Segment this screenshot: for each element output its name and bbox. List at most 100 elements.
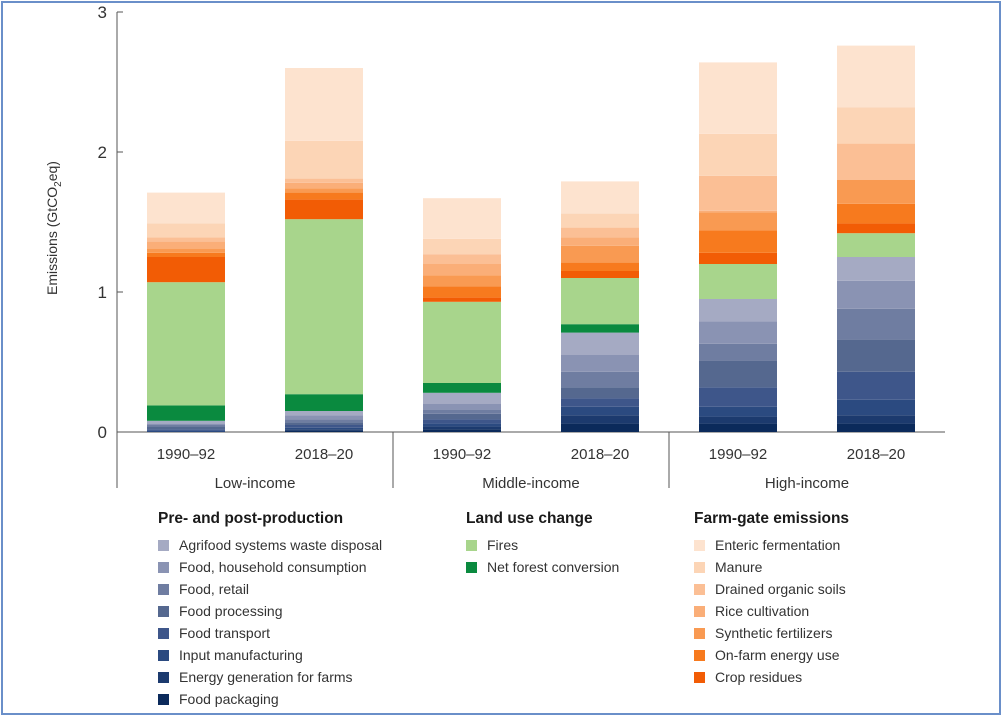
bar-segment bbox=[699, 321, 777, 344]
category-label: 1990–92 bbox=[709, 446, 767, 463]
bar-segment bbox=[147, 237, 225, 242]
bar-segment bbox=[285, 425, 363, 428]
legend-swatch bbox=[694, 605, 705, 617]
legend-title-farm-gate: Farm-gate emissions bbox=[694, 510, 850, 527]
legend-label: Food, household consumption bbox=[179, 559, 367, 575]
legend-title-pre-post: Pre- and post-production bbox=[158, 510, 344, 527]
legend-swatch bbox=[694, 583, 705, 595]
legend-swatch bbox=[158, 583, 169, 595]
bar-segment bbox=[699, 387, 777, 407]
bar-segment bbox=[423, 419, 501, 424]
bar-segment bbox=[423, 286, 501, 298]
legend-label: Drained organic soils bbox=[715, 581, 846, 597]
legend-label: Net forest conversion bbox=[487, 559, 620, 575]
legend-swatch bbox=[694, 561, 705, 573]
bar-segment bbox=[285, 415, 363, 420]
bar-segment bbox=[423, 297, 501, 302]
bar-segment bbox=[147, 252, 225, 257]
category-label: 2018–20 bbox=[571, 446, 629, 463]
bar-segment bbox=[561, 227, 639, 238]
bar-segment bbox=[285, 219, 363, 395]
bar-segment bbox=[147, 426, 225, 430]
bar-segment bbox=[285, 178, 363, 183]
bar-segment bbox=[423, 409, 501, 414]
bar-segment bbox=[285, 429, 363, 431]
bar-segment bbox=[147, 423, 225, 425]
legend-item: Crop residues bbox=[694, 666, 849, 688]
legend-label: Energy generation for farms bbox=[179, 669, 353, 685]
bar-segment bbox=[423, 413, 501, 420]
legend-swatch bbox=[694, 539, 705, 551]
legend-item: Energy generation for farms bbox=[158, 666, 382, 688]
bar-segment bbox=[561, 278, 639, 325]
bar-segment bbox=[423, 264, 501, 276]
bar-segment bbox=[147, 282, 225, 406]
legend-item: Enteric fermentation bbox=[694, 534, 849, 556]
bar-segment bbox=[561, 324, 639, 333]
legend-item: Net forest conversion bbox=[466, 556, 619, 578]
bar-segment bbox=[285, 188, 363, 193]
y-tick-label: 1 bbox=[98, 283, 107, 302]
legend-item: Manure bbox=[694, 556, 849, 578]
bar-segment bbox=[561, 371, 639, 388]
legend-item: Food processing bbox=[158, 600, 382, 622]
bar-segment bbox=[147, 223, 225, 238]
legend-swatch bbox=[158, 627, 169, 639]
legend-label: Food, retail bbox=[179, 581, 250, 597]
bar-segment bbox=[837, 415, 915, 424]
bar-segment bbox=[699, 133, 777, 176]
legend-swatch bbox=[158, 671, 169, 683]
group-label: High-income bbox=[765, 475, 849, 492]
bar-segment bbox=[699, 212, 777, 231]
legend-swatch bbox=[466, 539, 477, 551]
bar-segment bbox=[285, 422, 363, 425]
bar-segment bbox=[147, 420, 225, 424]
bar-segment bbox=[423, 301, 501, 383]
bar-segment bbox=[699, 423, 777, 432]
bar-segment bbox=[561, 181, 639, 214]
bar-segment bbox=[837, 399, 915, 416]
category-label: 1990–92 bbox=[433, 446, 491, 463]
legend-item: Input manufacturing bbox=[158, 644, 382, 666]
bar-segment bbox=[423, 426, 501, 430]
bar-segment bbox=[837, 339, 915, 372]
legend-item: Drained organic soils bbox=[694, 578, 849, 600]
y-axis-label: Emissions (GtCO2eq) bbox=[44, 161, 64, 295]
bar-segment bbox=[147, 430, 225, 432]
legend-swatch bbox=[158, 605, 169, 617]
y-tick-label: 2 bbox=[98, 143, 107, 162]
legend-swatch bbox=[694, 671, 705, 683]
bar-segment bbox=[837, 308, 915, 340]
bar-segment bbox=[699, 360, 777, 388]
legend-label: Agrifood systems waste disposal bbox=[179, 537, 383, 553]
bar-segment bbox=[837, 143, 915, 180]
bar-segment bbox=[561, 398, 639, 407]
bar-segment bbox=[285, 427, 363, 430]
bar-segment bbox=[147, 241, 225, 249]
bar-segment bbox=[423, 404, 501, 410]
bar-segment bbox=[285, 411, 363, 416]
bar-segment bbox=[837, 180, 915, 204]
bar-segment bbox=[699, 416, 777, 424]
bar-segment bbox=[561, 237, 639, 246]
bar-segment bbox=[285, 394, 363, 411]
bar-segment bbox=[423, 254, 501, 264]
bar-segment bbox=[423, 198, 501, 239]
legend-label: Rice cultivation bbox=[715, 603, 810, 619]
bar-segment bbox=[423, 429, 501, 432]
bar-segment bbox=[423, 423, 501, 427]
legend-swatch bbox=[694, 649, 705, 661]
bar-segment bbox=[561, 332, 639, 355]
legend-item: On-farm energy use bbox=[694, 644, 849, 666]
bar-segment bbox=[561, 213, 639, 228]
bar-segment bbox=[423, 238, 501, 255]
bar-segment bbox=[699, 230, 777, 253]
bar-segment bbox=[699, 299, 777, 322]
bar-segment bbox=[837, 45, 915, 108]
bar-segment bbox=[147, 248, 225, 253]
legend-swatch bbox=[158, 561, 169, 573]
bar-segment bbox=[423, 383, 501, 393]
legend-label: Input manufacturing bbox=[179, 647, 303, 663]
bar-segment bbox=[561, 406, 639, 416]
